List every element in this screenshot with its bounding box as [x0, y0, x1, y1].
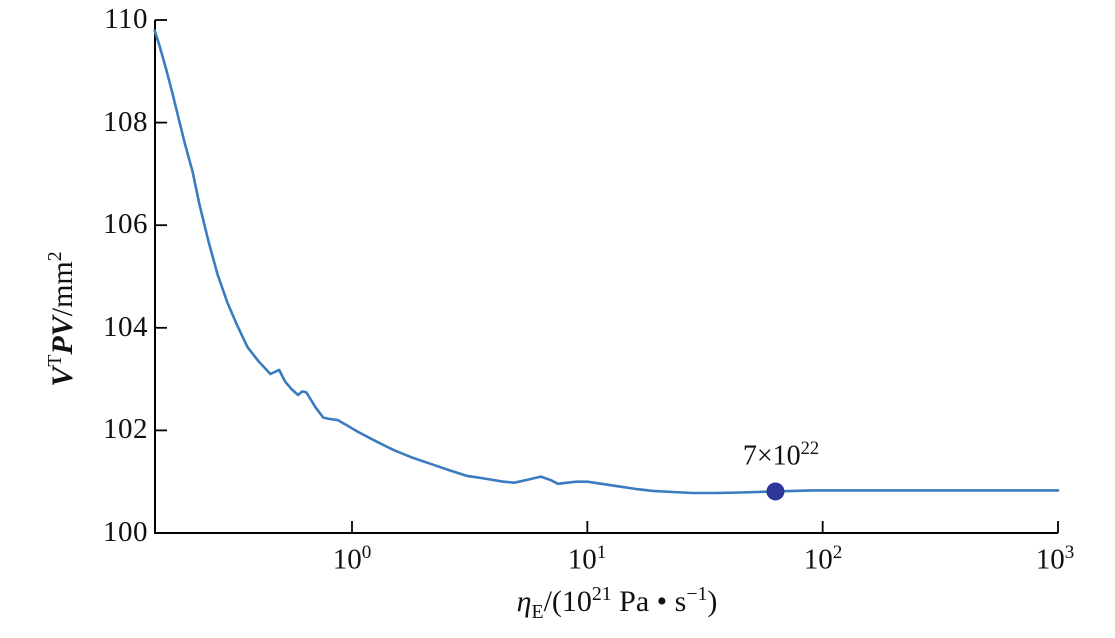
x-axis-label: ηE/(1021 Pa • s−1): [516, 583, 718, 623]
axis-spines: [154, 20, 1058, 534]
x-tick-label: 103: [1035, 542, 1075, 576]
y-tick-label: 102: [103, 412, 148, 445]
y-tick-label: 104: [103, 310, 148, 343]
y-tick-label: 100: [103, 515, 148, 548]
x-tick-label: 101: [567, 542, 607, 576]
optimal-point-marker: [766, 482, 785, 501]
y-tick-label: 106: [103, 207, 148, 240]
y-tick-label: 110: [104, 2, 148, 35]
y-axis-label: VTPV/mm2: [44, 251, 79, 387]
x-tick-label: 102: [803, 542, 843, 576]
series-line: [153, 29, 1060, 495]
x-tick-label: 100: [332, 542, 372, 576]
optimal-value-annotation: 7×1022: [742, 438, 820, 472]
y-tick-label: 108: [103, 105, 148, 138]
